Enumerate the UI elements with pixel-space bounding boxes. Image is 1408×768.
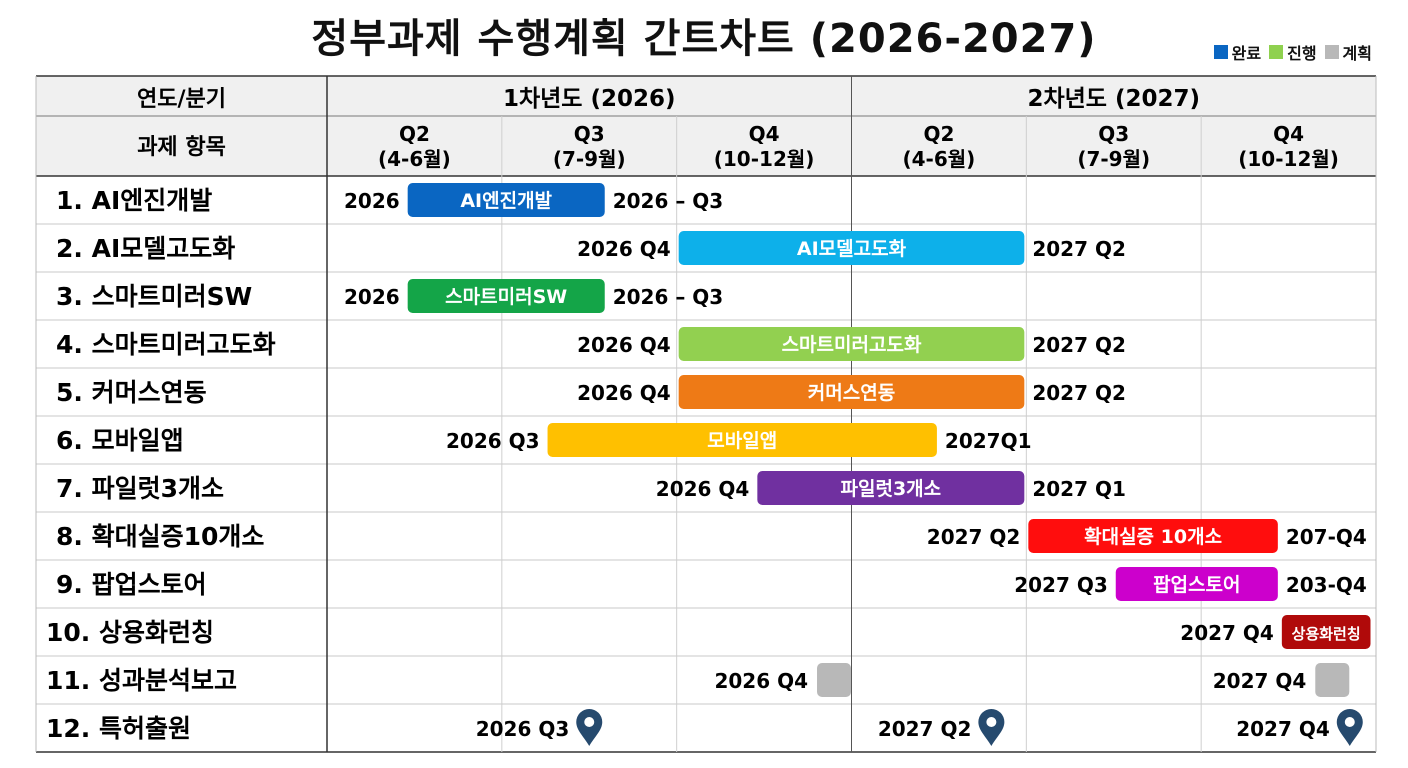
milestone-pin-hole-2 — [986, 717, 997, 727]
task-bar-3 — [407, 279, 605, 313]
task-start-label-7: 2026 Q4 — [656, 477, 750, 501]
legend-item-planned: 계획 — [1324, 40, 1372, 64]
task-name-10: 10. 상용화런칭 — [46, 618, 214, 647]
milestone-pin-icon-3 — [1336, 709, 1363, 746]
milestone-pin-hole-3 — [1344, 717, 1355, 727]
task-bar-label-9: 팝업스토어 — [1153, 574, 1240, 596]
header-row2-label: 과제 항목 — [137, 135, 226, 160]
task-end-label-7: 2027 Q1 — [1032, 477, 1126, 501]
task-bar-label-4: 스마트미러고도화 — [782, 334, 922, 356]
task-name-5: 5. 커머스연동 — [56, 378, 207, 407]
task-bar-1 — [407, 183, 605, 217]
legend-label-done: 완료 — [1231, 44, 1262, 63]
task-start-label-8: 2027 Q2 — [927, 525, 1021, 549]
task-name-1: 1. AI엔진개발 — [56, 186, 212, 215]
task-end-label-2: 2027 Q2 — [1032, 237, 1126, 261]
milestone-label-1: 2026 Q4 — [714, 669, 808, 693]
task-name-6: 6. 모바일앱 — [56, 426, 184, 455]
quarter-range-5: (7-9월) — [1077, 147, 1150, 171]
legend: 완료 진행 계획 — [1213, 40, 1372, 64]
task-start-label-4: 2026 Q4 — [577, 333, 671, 357]
milestone-square-1 — [817, 663, 852, 697]
task-bar-label-2: AI모델고도화 — [797, 238, 907, 260]
task-name-7: 7. 파일럿3개소 — [56, 474, 224, 503]
task-start-label-10: 2027 Q4 — [1180, 621, 1274, 645]
milestone-label-1: 2026 Q3 — [476, 717, 570, 741]
quarter-range-6: (10-12월) — [1238, 147, 1339, 171]
task-end-label-4: 2027 Q2 — [1032, 333, 1126, 357]
task-bar-5 — [678, 375, 1025, 409]
header-row1-label: 연도/분기 — [137, 87, 226, 112]
legend-swatch-done — [1213, 45, 1228, 59]
task-bar-10 — [1281, 615, 1371, 649]
task-start-label-3: 2026 — [344, 285, 400, 309]
milestone-square-2 — [1315, 663, 1350, 697]
quarter-header-4: Q2 — [923, 122, 954, 146]
header-background — [36, 76, 1376, 176]
task-start-label-5: 2026 Q4 — [577, 381, 671, 405]
quarter-header-2: Q3 — [574, 122, 605, 146]
task-end-label-1: 2026 – Q3 — [613, 189, 724, 213]
quarter-range-4: (4-6월) — [903, 147, 976, 171]
task-end-label-5: 2027 Q2 — [1032, 381, 1126, 405]
quarter-header-6: Q4 — [1273, 122, 1304, 146]
task-bar-4 — [678, 327, 1025, 361]
task-bar-7 — [757, 471, 1025, 505]
milestone-label-2: 2027 Q2 — [878, 717, 972, 741]
task-name-3: 3. 스마트미러SW — [56, 282, 252, 311]
legend-label-planned: 계획 — [1342, 44, 1372, 63]
milestone-pin-icon-1 — [576, 709, 603, 746]
task-end-label-9: 203-Q4 — [1286, 573, 1367, 597]
quarter-range-1: (4-6월) — [378, 147, 451, 171]
task-bar-label-7: 파일럿3개소 — [841, 478, 942, 500]
legend-label-progress: 진행 — [1287, 44, 1317, 63]
quarter-header-5: Q3 — [1098, 122, 1129, 146]
quarter-range-2: (7-9월) — [553, 147, 626, 171]
task-bar-label-3: 스마트미러SW — [445, 286, 567, 308]
task-start-label-1: 2026 — [344, 189, 400, 213]
task-name-2: 2. AI모델고도화 — [56, 234, 235, 263]
milestone-task-name-2: 12. 특허출원 — [46, 714, 191, 743]
task-end-label-3: 2026 – Q3 — [613, 285, 724, 309]
legend-item-progress: 진행 — [1269, 40, 1317, 64]
year-header-2: 2차년도 (2027) — [1027, 86, 1200, 112]
milestone-label-2: 2027 Q4 — [1213, 669, 1307, 693]
quarter-range-3: (10-12월) — [714, 147, 815, 171]
legend-swatch-planned — [1324, 45, 1339, 59]
legend-swatch-progress — [1269, 45, 1284, 59]
task-end-label-6: 2027Q1 — [945, 429, 1032, 453]
task-start-label-6: 2026 Q3 — [446, 429, 540, 453]
task-name-8: 8. 확대실증10개소 — [56, 522, 264, 551]
milestone-pin-hole-1 — [584, 717, 595, 727]
task-name-4: 4. 스마트미러고도화 — [56, 330, 276, 359]
milestone-task-name-1: 11. 성과분석보고 — [46, 666, 237, 695]
chart-title: 정부과제 수행계획 간트차트 (2026-2027) — [311, 16, 1097, 62]
task-end-label-8: 207-Q4 — [1286, 525, 1367, 549]
task-bar-2 — [678, 231, 1025, 265]
task-name-9: 9. 팝업스토어 — [56, 570, 207, 599]
task-bar-label-6: 모바일앱 — [707, 430, 777, 452]
task-bar-label-1: AI엔진개발 — [460, 190, 552, 212]
legend-item-done: 완료 — [1213, 40, 1262, 64]
task-start-label-2: 2026 Q4 — [577, 237, 671, 261]
task-start-label-9: 2027 Q3 — [1014, 573, 1108, 597]
task-bar-label-10: 상용화런칭 — [1292, 625, 1361, 643]
milestone-pin-icon-2 — [978, 709, 1005, 746]
task-bar-6 — [547, 423, 937, 457]
task-bar-9 — [1115, 567, 1278, 601]
task-bar-label-8: 확대실증 10개소 — [1084, 525, 1222, 548]
milestone-label-3: 2027 Q4 — [1236, 717, 1330, 741]
quarter-header-3: Q4 — [749, 122, 780, 146]
year-header-1: 1차년도 (2026) — [503, 86, 676, 112]
quarter-header-1: Q2 — [399, 122, 430, 146]
task-bar-8 — [1028, 519, 1278, 553]
task-bar-label-5: 커머스연동 — [808, 382, 895, 404]
